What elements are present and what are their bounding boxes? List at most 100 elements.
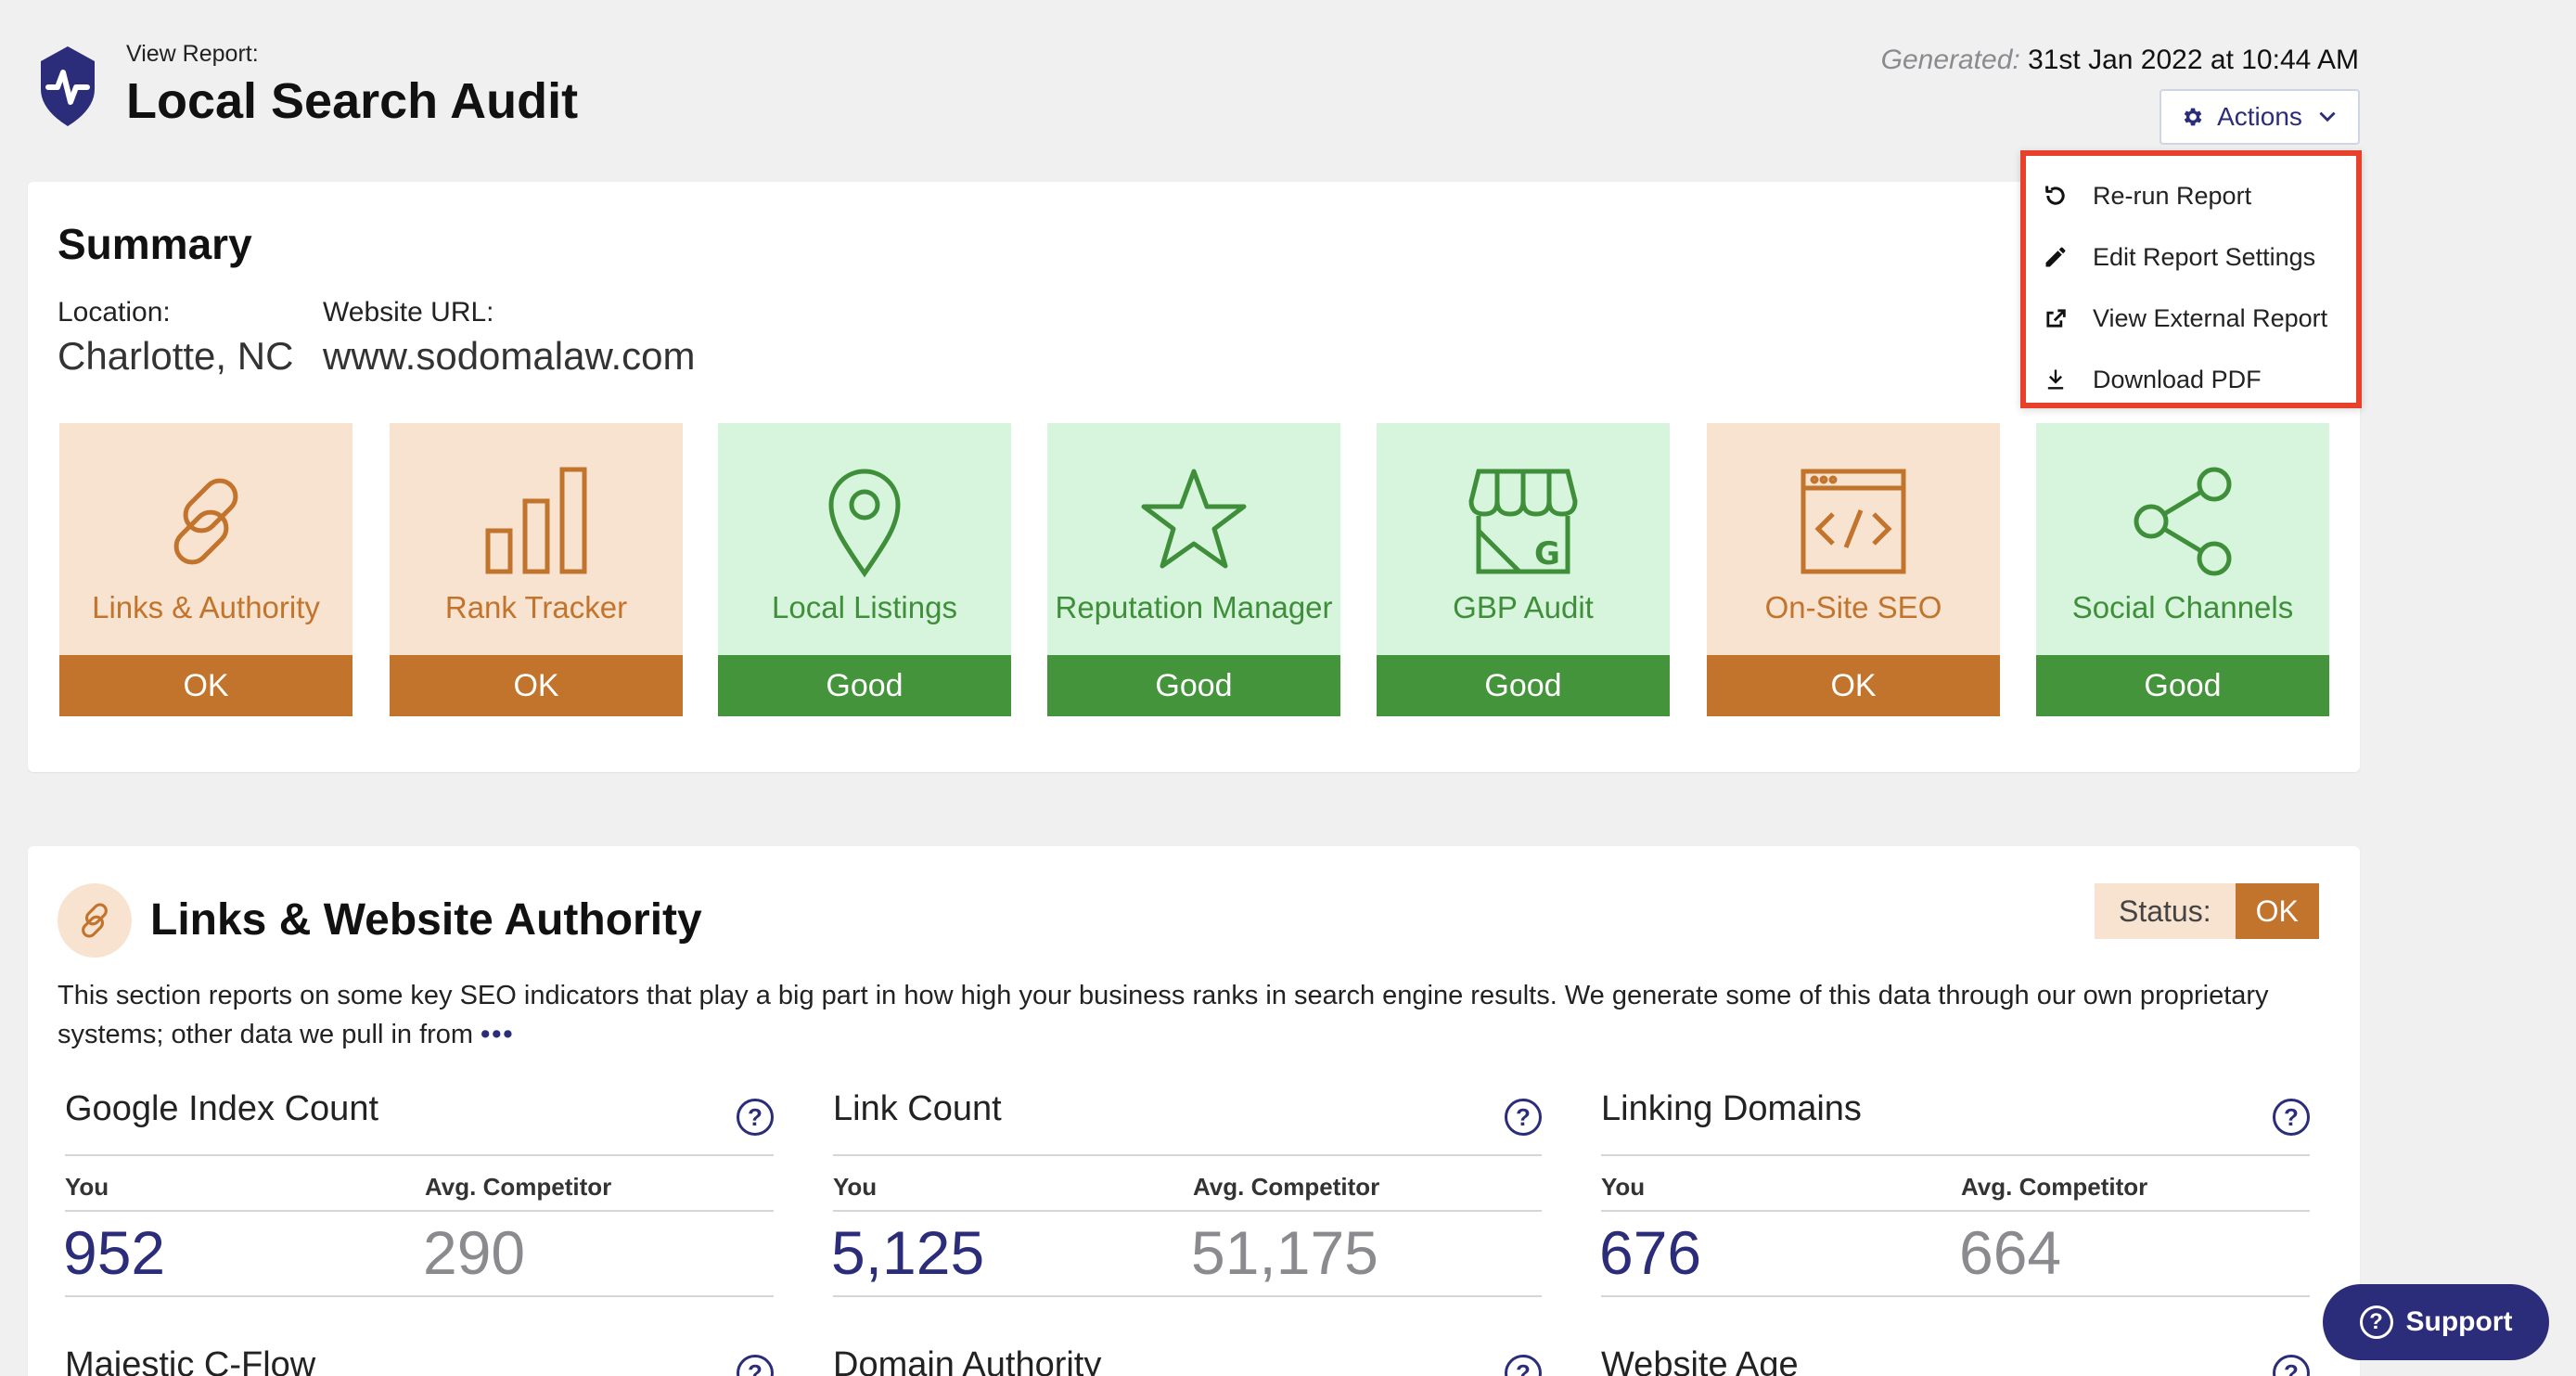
external-icon [2046, 309, 2066, 328]
gear-icon [2184, 108, 2202, 126]
share-icon [2134, 467, 2232, 576]
you-value: 676 [1599, 1218, 1702, 1287]
chevron-down-icon [2319, 111, 2336, 122]
menu-item-edit-report-settings[interactable]: Edit Report Settings [2026, 226, 2356, 288]
tile-local-listings[interactable]: Local Listings Good [718, 423, 1011, 716]
expand-description-button[interactable]: ••• [481, 1020, 515, 1049]
section-description: This section reports on some key SEO ind… [58, 976, 2321, 1054]
help-circle-icon: ? [2359, 1305, 2393, 1339]
tile-status: OK [59, 655, 352, 716]
tile-status: Good [1047, 655, 1340, 716]
tile-label: Rank Tracker [444, 590, 628, 624]
location-label: Location: [58, 297, 171, 328]
metric-linking-domains: Linking Domains ? You Avg. Competitor 67… [1592, 1089, 2310, 1303]
svg-text:G: G [1534, 535, 1560, 572]
actions-dropdown-menu: Re-run Report Edit Report Settings View … [2020, 150, 2362, 408]
tile-label: Links & Authority [92, 590, 320, 624]
help-icon[interactable]: ? [737, 1355, 774, 1376]
code-window-icon [1801, 469, 1906, 574]
view-report-label: View Report: [126, 41, 259, 67]
help-icon[interactable]: ? [737, 1099, 774, 1136]
tile-label: Local Listings [772, 590, 957, 624]
you-value: 952 [63, 1218, 166, 1287]
download-icon [2047, 369, 2064, 390]
brand-logo-icon [41, 46, 95, 126]
tile-status: Good [2036, 655, 2329, 716]
you-label: You [1601, 1173, 1646, 1201]
summary-title: Summary [58, 220, 252, 268]
competitor-label: Avg. Competitor [1961, 1173, 2148, 1201]
rerun-icon [2045, 186, 2065, 205]
tile-label: Reputation Manager [1055, 590, 1333, 624]
competitor-value: 290 [423, 1218, 526, 1287]
generated-label: Generated: [1880, 45, 2020, 75]
help-icon[interactable]: ? [1505, 1355, 1542, 1376]
status-badge: Status: OK [2095, 883, 2319, 939]
links-authority-card: Links & Website Authority Status: OK Thi… [28, 846, 2360, 1376]
metric-domain-authority: Domain Authority ? [824, 1345, 1542, 1376]
tile-label: On-Site SEO [1764, 590, 1942, 624]
metric-title: Website Age [1601, 1345, 1799, 1376]
competitor-value: 664 [1959, 1218, 2062, 1287]
page-title: Local Search Audit [126, 73, 579, 129]
generated-value: 31st Jan 2022 at 10:44 AM [2028, 45, 2359, 75]
actions-label: Actions [2217, 102, 2302, 131]
metric-title: Domain Authority [833, 1345, 1102, 1376]
links-icon [173, 478, 238, 565]
section-title: Links & Website Authority [150, 895, 702, 945]
status-value: OK [2235, 883, 2319, 939]
storefront-icon: G [1468, 469, 1578, 574]
metric-google-index-count: Google Index Count ? You Avg. Competitor… [56, 1089, 774, 1303]
summary-card: Summary Location: Charlotte, NC Website … [28, 182, 2360, 772]
menu-item-label: Edit Report Settings [2093, 242, 2316, 271]
map-pin-icon [828, 469, 901, 578]
you-label: You [833, 1173, 878, 1201]
tile-status: OK [390, 655, 683, 716]
competitor-label: Avg. Competitor [1193, 1173, 1380, 1201]
tile-label: GBP Audit [1453, 590, 1594, 624]
generated-timestamp: Generated: 31st Jan 2022 at 10:44 AM [1881, 45, 2359, 76]
help-icon[interactable]: ? [1505, 1099, 1542, 1136]
website-url-label: Website URL: [323, 297, 494, 328]
menu-item-rerun-report[interactable]: Re-run Report [2026, 165, 2356, 226]
status-label: Status: [2095, 883, 2236, 939]
help-icon[interactable]: ? [2273, 1099, 2310, 1136]
metric-majestic-c-flow: Majestic C-Flow ? [56, 1345, 774, 1376]
tile-on-site-seo[interactable]: On-Site SEO OK [1707, 423, 2000, 716]
metric-website-age: Website Age ? [1592, 1345, 2310, 1376]
tile-reputation-manager[interactable]: Reputation Manager Good [1047, 423, 1340, 716]
menu-item-view-external-report[interactable]: View External Report [2026, 288, 2356, 349]
tile-social-channels[interactable]: Social Channels Good [2036, 423, 2329, 716]
support-label: Support [2405, 1306, 2513, 1337]
support-button[interactable]: ? Support [2323, 1284, 2549, 1360]
menu-item-label: Download PDF [2093, 365, 2262, 393]
menu-item-download-pdf[interactable]: Download PDF [2026, 349, 2356, 410]
tile-label: Social Channels [2071, 590, 2294, 624]
tile-status: Good [718, 655, 1011, 716]
description-text: This section reports on some key SEO ind… [58, 981, 2269, 1049]
location-value: Charlotte, NC [58, 334, 294, 378]
metric-title: Majestic C-Flow [65, 1345, 316, 1376]
help-icon[interactable]: ? [2273, 1355, 2310, 1376]
tile-status: Good [1377, 655, 1670, 716]
you-value: 5,125 [831, 1218, 985, 1287]
menu-item-label: Re-run Report [2093, 181, 2252, 210]
menu-item-label: View External Report [2093, 303, 2328, 332]
metric-link-count: Link Count ? You Avg. Competitor 5,125 5… [824, 1089, 1542, 1303]
you-label: You [65, 1173, 109, 1201]
metric-title: Linking Domains [1601, 1089, 1862, 1128]
star-icon [1141, 469, 1247, 569]
competitor-value: 51,175 [1191, 1218, 1378, 1287]
bar-chart-icon [485, 467, 587, 574]
links-section-icon [58, 883, 132, 958]
metric-title: Google Index Count [65, 1089, 379, 1128]
pencil-icon [2045, 247, 2066, 267]
competitor-label: Avg. Competitor [425, 1173, 612, 1201]
tile-rank-tracker[interactable]: Rank Tracker OK [390, 423, 683, 716]
tile-gbp-audit[interactable]: G GBP Audit Good [1377, 423, 1670, 716]
tile-links-authority[interactable]: Links & Authority OK [59, 423, 352, 716]
tile-status: OK [1707, 655, 2000, 716]
website-url-value: www.sodomalaw.com [323, 334, 696, 378]
actions-button[interactable]: Actions [2159, 89, 2360, 145]
metric-title: Link Count [833, 1089, 1002, 1128]
